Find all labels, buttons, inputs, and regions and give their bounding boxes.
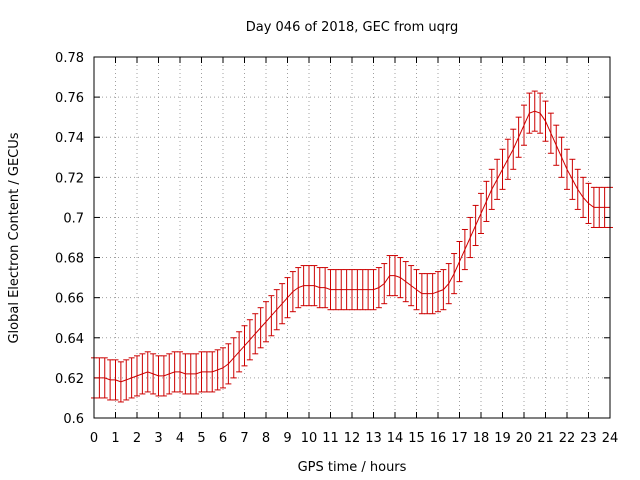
x-tick-label: 17 — [451, 431, 468, 446]
x-tick-label: 10 — [301, 431, 318, 446]
x-tick-label: 16 — [430, 431, 447, 446]
y-tick-label: 0.6 — [63, 412, 84, 427]
x-tick-label: 0 — [90, 431, 98, 446]
x-tick-label: 5 — [197, 431, 205, 446]
x-tick-label: 15 — [408, 431, 425, 446]
x-tick-label: 4 — [176, 431, 184, 446]
plot-frame — [93, 56, 611, 419]
x-tick-label: 23 — [580, 431, 597, 446]
x-tick-label: 1 — [111, 431, 119, 446]
y-tick-label: 0.7 — [63, 211, 84, 226]
x-tick-label: 2 — [133, 431, 141, 446]
y-tick-label: 0.74 — [55, 131, 84, 146]
chart-title: Day 046 of 2018, GEC from uqrg — [246, 20, 459, 35]
x-tick-label: 14 — [387, 431, 404, 446]
x-tick-label: 7 — [240, 431, 248, 446]
series-line — [94, 110, 610, 383]
x-tick-label: 12 — [344, 431, 361, 446]
y-tick-label: 0.66 — [55, 292, 84, 307]
x-tick-label: 21 — [537, 431, 554, 446]
y-tick-label: 0.62 — [55, 372, 84, 387]
grid-lines — [94, 57, 610, 418]
x-tick-label: 24 — [602, 431, 619, 446]
x-axis-label: GPS time / hours — [298, 460, 407, 475]
x-tick-label: 9 — [283, 431, 291, 446]
y-axis-label: Global Electron Content / GECUs — [7, 132, 22, 343]
x-tick-label: 3 — [154, 431, 162, 446]
x-tick-label: 6 — [219, 431, 227, 446]
y-tick-label: 0.64 — [55, 332, 84, 347]
y-tick-label: 0.78 — [55, 51, 84, 66]
x-tick-label: 19 — [494, 431, 511, 446]
axis-ticks: 0 1 2 3 4 5 6 7 8 9 10 11 12 13 14 15 16 17 18 19 20 21 22 23 24… — [55, 51, 618, 446]
x-tick-label: 11 — [322, 431, 339, 446]
y-tick-label: 0.76 — [55, 91, 84, 106]
gec-series-line — [94, 110, 610, 383]
x-tick-label: 8 — [262, 431, 270, 446]
y-tick-label: 0.72 — [55, 171, 84, 186]
x-tick-label: 18 — [473, 431, 490, 446]
x-tick-label: 13 — [365, 431, 382, 446]
y-tick-label: 0.68 — [55, 252, 84, 267]
x-tick-label: 22 — [559, 431, 576, 446]
x-tick-label: 20 — [516, 431, 533, 446]
